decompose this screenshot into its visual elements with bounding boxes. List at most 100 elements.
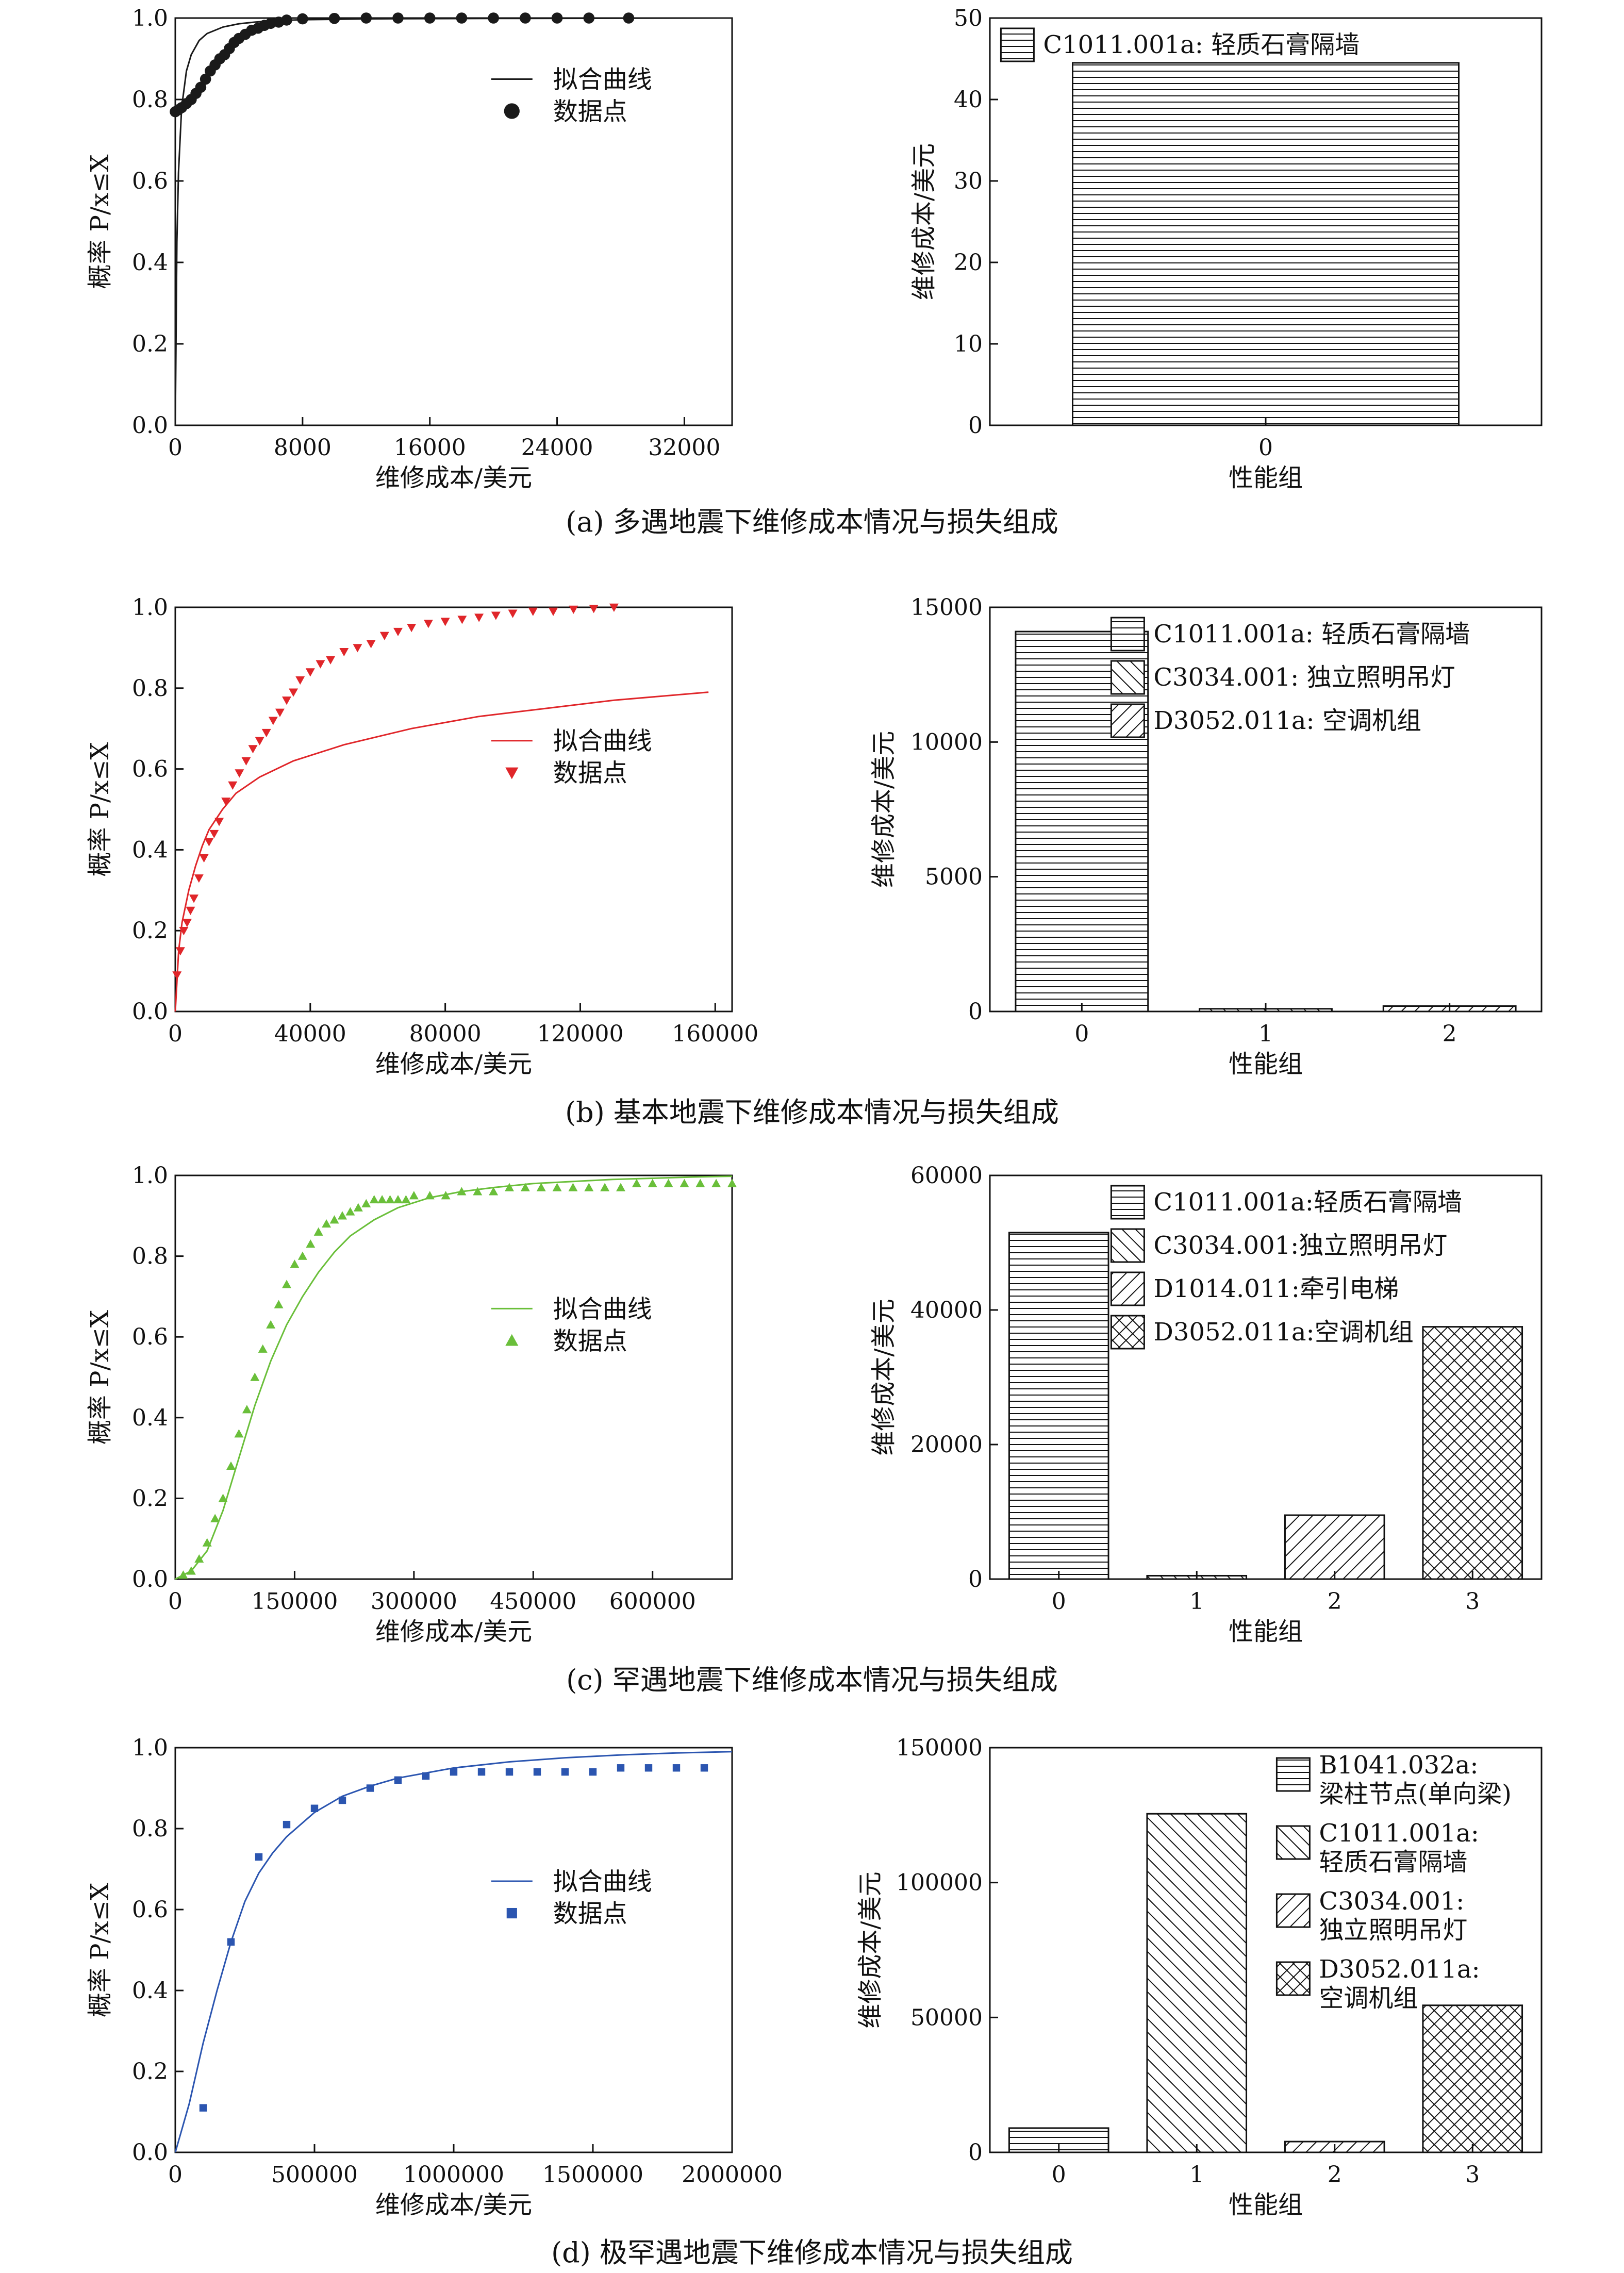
y-tick-label: 10 — [954, 331, 983, 357]
x-tick-label: 0 — [1258, 435, 1273, 461]
x-tick-label: 1500000 — [542, 2162, 643, 2188]
data-point — [310, 1804, 319, 1812]
legend-swatch — [1000, 27, 1035, 62]
data-point — [505, 1183, 514, 1191]
y-tick-label: 20000 — [910, 1432, 983, 1458]
legend-swatch — [1275, 1757, 1311, 1792]
data-point — [379, 632, 389, 640]
data-point — [290, 1259, 300, 1268]
y-axis-label: 维修成本/美元 — [869, 1299, 898, 1455]
chart-panel-a-left: 0 8000 16000 24000 32000 0.0 0.2 0.4 0.6 0.8 1.0 维修… — [86, 5, 733, 492]
y-tick-label: 0.2 — [132, 918, 168, 944]
data-point — [583, 12, 595, 24]
legend-swatch — [1110, 660, 1145, 695]
x-tick-label: 600000 — [609, 1588, 696, 1615]
fit-curve-line — [174, 1751, 733, 2153]
y-tick-label: 40 — [954, 87, 983, 113]
x-tick-label: 80000 — [409, 1021, 482, 1047]
data-point — [664, 1179, 673, 1187]
data-point — [345, 1207, 355, 1216]
data-point — [182, 919, 192, 927]
caption-b: (b) 基本地震下维修成本情况与损失组成 — [565, 1096, 1059, 1129]
data-point — [477, 1768, 486, 1776]
data-point — [297, 13, 308, 25]
y-tick-label: 0.8 — [132, 87, 168, 113]
data-point — [505, 1768, 513, 1776]
legend-label: D3052.011a: 空调机组 — [1153, 706, 1421, 735]
y-tick-label: 0.4 — [132, 250, 168, 276]
data-point — [393, 1194, 403, 1204]
x-tick-label: 0 — [168, 2162, 183, 2188]
x-tick-label: 2 — [1443, 1021, 1457, 1047]
data-point — [194, 1554, 204, 1563]
legend-marker-swatch — [504, 103, 520, 119]
data-point — [186, 1566, 196, 1575]
y-tick-label: 0.6 — [132, 1324, 168, 1350]
y-tick-label: 0.2 — [132, 2059, 168, 2085]
data-point — [407, 624, 417, 633]
y-tick-label: 0.0 — [132, 2139, 168, 2166]
legend-label: C3034.001:独立照明吊灯 — [1153, 1231, 1447, 1260]
y-axis-label: 概率 P/x≤X — [86, 1883, 114, 2017]
data-point — [255, 737, 264, 745]
data-point — [316, 660, 325, 669]
legend-marker-swatch — [506, 1907, 517, 1919]
data-point — [589, 605, 599, 613]
data-point — [609, 603, 619, 612]
plot-frame — [174, 1174, 733, 1580]
data-point — [178, 1570, 188, 1579]
data-point — [235, 769, 244, 778]
y-tick-label: 5000 — [925, 864, 983, 890]
data-point — [338, 1796, 346, 1804]
data-point — [589, 1768, 597, 1776]
data-point — [644, 1764, 653, 1772]
data-point — [456, 12, 468, 24]
x-tick-label: 1 — [1258, 1021, 1273, 1047]
data-point — [214, 818, 224, 826]
y-tick-label: 0.2 — [132, 1485, 168, 1512]
data-point — [584, 1183, 594, 1191]
data-point — [422, 1772, 430, 1780]
y-tick-label: 0.6 — [132, 1897, 168, 1923]
data-point — [242, 1405, 252, 1414]
data-point — [255, 1853, 263, 1861]
legend-label: 拟合曲线 — [553, 1867, 652, 1896]
data-point — [551, 12, 563, 24]
data-point — [189, 894, 198, 903]
data-point — [275, 708, 285, 717]
data-point — [282, 696, 291, 705]
data-point — [533, 1768, 541, 1776]
x-tick-label: 0 — [168, 435, 183, 461]
data-point — [549, 607, 558, 616]
bar — [1146, 1813, 1248, 2153]
data-point — [616, 1183, 625, 1191]
bar — [1284, 1514, 1385, 1580]
fit-curve-line — [175, 1175, 733, 1580]
data-point — [258, 1344, 268, 1353]
y-tick-label: 0 — [968, 412, 983, 439]
data-point — [202, 1538, 212, 1547]
y-tick-label: 150000 — [896, 1735, 983, 1761]
data-point — [632, 1179, 641, 1187]
data-point — [425, 1191, 435, 1200]
data-point — [268, 717, 278, 725]
legend-label: C3034.001: — [1319, 1887, 1464, 1916]
data-point — [194, 874, 204, 883]
data-point — [241, 757, 251, 766]
data-point — [409, 1191, 419, 1200]
bar — [1422, 2004, 1523, 2153]
y-tick-label: 1.0 — [132, 1163, 168, 1189]
data-point — [281, 14, 292, 26]
chart-panel-c-left: 0 150000 300000 450000 600000 0.0 0.2 0.4 0.6 0.8… — [86, 1163, 737, 1646]
legend-label: 拟合曲线 — [553, 1295, 652, 1323]
x-axis-label: 性能组 — [1229, 1050, 1303, 1079]
data-point — [195, 81, 207, 93]
bar — [1072, 62, 1460, 426]
data-point — [680, 1179, 689, 1187]
data-point — [369, 1194, 379, 1204]
data-point — [179, 927, 189, 936]
y-tick-label: 40000 — [910, 1297, 983, 1323]
bar — [1422, 1326, 1523, 1580]
y-axis-label: 维修成本/美元 — [909, 143, 938, 300]
data-point — [520, 1183, 530, 1191]
